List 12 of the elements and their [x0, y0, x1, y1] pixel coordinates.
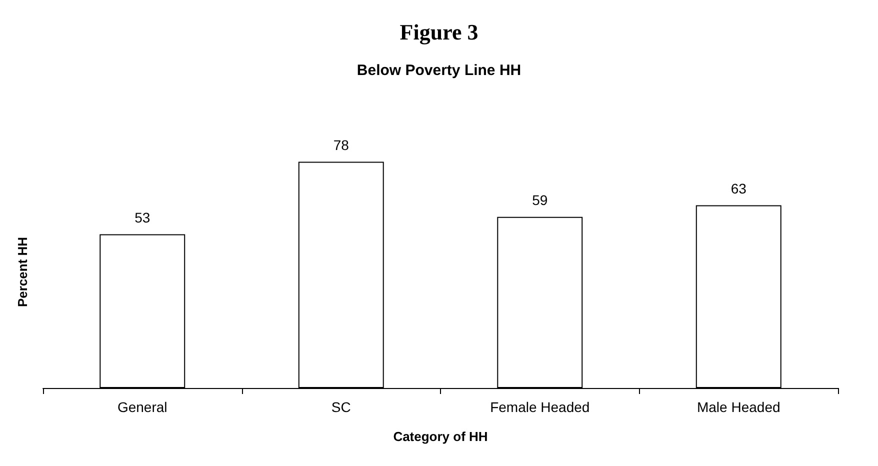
data-label: 59: [532, 192, 548, 208]
x-tick-label: General: [117, 399, 168, 415]
chart-subtitle: Below Poverty Line HH: [356, 62, 522, 79]
x-axis-title: Category of HH: [393, 429, 488, 444]
y-axis-title: Percent HH: [15, 236, 30, 308]
chart-title: Figure 3: [400, 20, 478, 44]
x-tick-label: SC: [331, 399, 351, 415]
data-label: 63: [730, 180, 747, 196]
x-tick-label: Male Headed: [696, 399, 780, 415]
x-tick-label: Female Headed: [490, 399, 590, 415]
data-label: 53: [134, 209, 150, 226]
data-label: 78: [333, 136, 350, 153]
